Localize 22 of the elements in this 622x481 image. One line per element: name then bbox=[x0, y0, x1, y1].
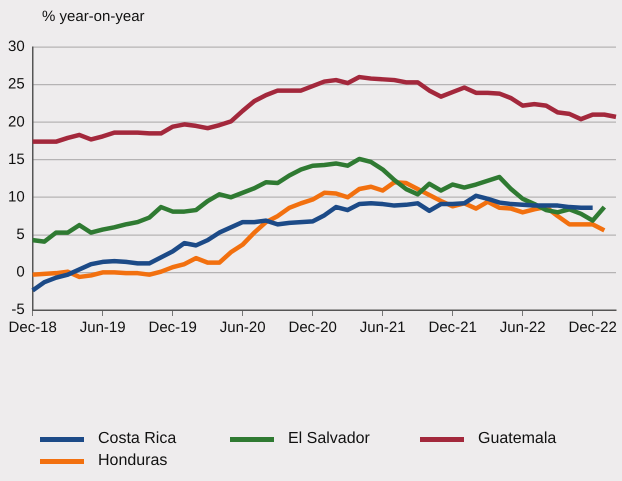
legend-label: Honduras bbox=[98, 452, 168, 470]
y-tick-label: 5 bbox=[16, 226, 25, 243]
x-tick-label: Dec-18 bbox=[8, 319, 57, 336]
x-tick-label: Dec-21 bbox=[428, 319, 477, 336]
x-tick-label: Dec-22 bbox=[568, 319, 617, 336]
y-tick-label: 15 bbox=[8, 150, 25, 168]
y-tick-label: 10 bbox=[8, 188, 25, 206]
legend-label: El Salvador bbox=[288, 430, 370, 448]
x-tick-label: Jun-22 bbox=[500, 319, 546, 336]
x-tick-label: Jun-19 bbox=[80, 319, 126, 336]
y-tick-label: 0 bbox=[16, 264, 25, 281]
x-tick-label: Dec-20 bbox=[288, 319, 337, 336]
y-tick-label: 30 bbox=[8, 38, 25, 56]
legend-label: Costa Rica bbox=[98, 430, 176, 448]
y-tick-label: -5 bbox=[11, 301, 25, 318]
x-tick-label: Jun-21 bbox=[360, 319, 406, 336]
y-axis-title: % year-on-year bbox=[42, 8, 145, 25]
legend-label: Guatemala bbox=[478, 430, 556, 448]
x-tick-label: Jun-20 bbox=[220, 319, 266, 336]
y-tick-label: 25 bbox=[8, 76, 25, 93]
y-tick-label: 20 bbox=[8, 113, 25, 130]
x-tick-label: Dec-19 bbox=[148, 319, 197, 336]
